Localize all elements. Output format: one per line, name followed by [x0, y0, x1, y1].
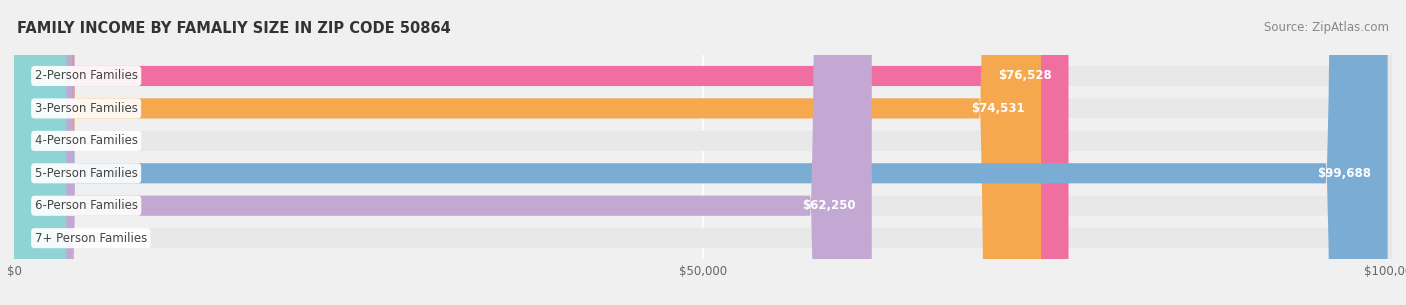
FancyBboxPatch shape: [14, 0, 1392, 305]
Text: 4-Person Families: 4-Person Families: [35, 135, 138, 147]
FancyBboxPatch shape: [14, 0, 66, 305]
FancyBboxPatch shape: [14, 0, 1392, 305]
Text: 6-Person Families: 6-Person Families: [35, 199, 138, 212]
FancyBboxPatch shape: [14, 0, 1392, 305]
Text: $99,688: $99,688: [1317, 167, 1371, 180]
FancyBboxPatch shape: [14, 0, 1040, 305]
Text: $62,250: $62,250: [801, 199, 855, 212]
FancyBboxPatch shape: [14, 0, 1392, 305]
Text: $0: $0: [87, 135, 103, 147]
Text: FAMILY INCOME BY FAMALIY SIZE IN ZIP CODE 50864: FAMILY INCOME BY FAMALIY SIZE IN ZIP COD…: [17, 21, 450, 36]
Text: 2-Person Families: 2-Person Families: [35, 70, 138, 82]
Text: 7+ Person Families: 7+ Person Families: [35, 232, 148, 245]
FancyBboxPatch shape: [14, 0, 872, 305]
FancyBboxPatch shape: [14, 0, 1392, 305]
Text: 3-Person Families: 3-Person Families: [35, 102, 138, 115]
FancyBboxPatch shape: [14, 0, 1069, 305]
FancyBboxPatch shape: [14, 0, 66, 305]
Text: $76,528: $76,528: [998, 70, 1052, 82]
Text: $0: $0: [87, 232, 103, 245]
Text: Source: ZipAtlas.com: Source: ZipAtlas.com: [1264, 21, 1389, 34]
Text: $74,531: $74,531: [972, 102, 1025, 115]
FancyBboxPatch shape: [14, 0, 1388, 305]
Text: 5-Person Families: 5-Person Families: [35, 167, 138, 180]
FancyBboxPatch shape: [14, 0, 1392, 305]
